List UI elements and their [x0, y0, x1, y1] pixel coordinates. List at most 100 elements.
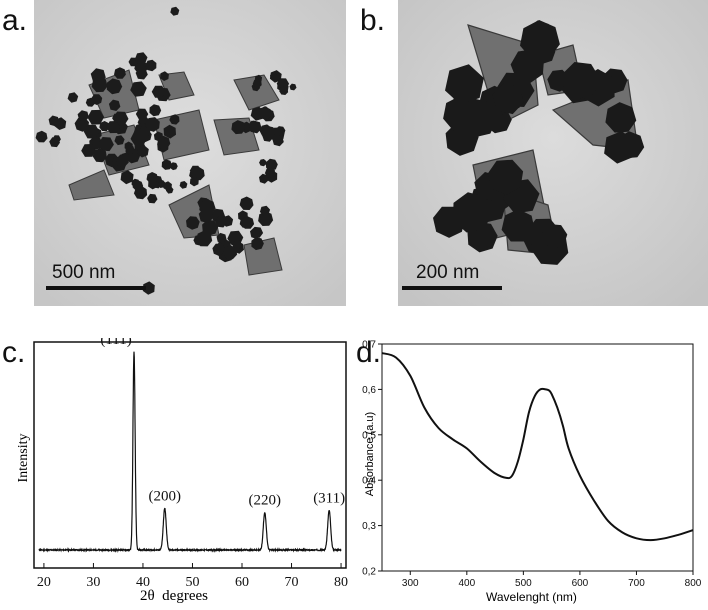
x-tick-label: 60 — [235, 575, 249, 590]
nanoparticle — [520, 20, 560, 60]
nanoparticle — [83, 124, 100, 139]
nanoparticle — [130, 130, 148, 146]
x-tick-label: 300 — [402, 578, 419, 589]
nanoparticle — [261, 125, 276, 139]
nanoparticle — [147, 193, 158, 204]
nanoparticle — [179, 181, 188, 189]
nanoparticle — [258, 211, 274, 226]
peak-label: (111) — [100, 338, 131, 348]
nanoparticle — [251, 237, 264, 251]
nanoparticle — [99, 121, 110, 132]
nanoparticle — [232, 240, 243, 250]
x-tick-label: 70 — [285, 575, 299, 590]
nanoparticle — [137, 145, 149, 158]
nanoparticle — [114, 135, 125, 146]
x-tick-label: 400 — [458, 578, 475, 589]
nanoparticle — [264, 167, 276, 178]
nanoparticle — [241, 216, 255, 229]
x-tick-label: 800 — [685, 578, 702, 589]
tem-image-b — [398, 0, 708, 306]
nanoparticle — [270, 72, 278, 80]
nanoparticle — [169, 114, 180, 125]
nanoparticle — [189, 176, 199, 187]
nanoparticle — [248, 120, 262, 134]
panel-label-d: d. — [356, 336, 382, 369]
nanoparticle — [115, 154, 129, 168]
y-tick-label: 0,4 — [362, 476, 376, 487]
nanoparticle — [542, 224, 568, 250]
x-tick-label: 30 — [86, 575, 100, 590]
uvvis-plot-frame — [381, 343, 694, 572]
nanoparticle — [605, 102, 637, 133]
x-tick-label: 50 — [185, 575, 199, 590]
x-tick-label: 80 — [334, 575, 348, 590]
nanoparticle — [52, 135, 61, 143]
x-tick-label: 500 — [515, 578, 532, 589]
nanoparticle — [132, 180, 144, 191]
nanoparticle — [160, 71, 169, 81]
nanoparticle — [135, 108, 149, 120]
xrd-ylabel: Intensity — [16, 433, 31, 483]
nanoparticle — [91, 94, 103, 105]
nanoparticle — [106, 121, 121, 134]
nanoparticle — [212, 243, 226, 256]
x-tick-label: 600 — [572, 578, 589, 589]
nanoparticle — [35, 130, 48, 143]
nanoparticle — [87, 109, 105, 125]
nanoparticles-a — [34, 0, 346, 306]
uv-vis-chart: 300 400 500 600 700 800 0,2 0,3 0,4 0,5 0,6 0,7 — [362, 340, 702, 590]
nanoparticle — [170, 6, 180, 16]
nanoparticle — [92, 148, 107, 163]
absorbance-line — [381, 352, 694, 542]
scale-label-b: 200 nm — [416, 262, 480, 283]
nanoparticle — [275, 126, 286, 136]
nanoparticle — [289, 83, 297, 91]
nanoparticle — [108, 99, 121, 111]
nanoparticle — [145, 117, 160, 132]
x-tick-label: 20 — [37, 575, 51, 590]
y-tick-label: 0,7 — [362, 340, 376, 351]
nanoparticle — [231, 120, 246, 135]
nanoparticle — [170, 162, 178, 171]
xrd-chart: (111) (200) (220) (311) 20 30 40 50 60 70 80 — [33, 338, 348, 590]
y-tick-label: 0,3 — [362, 521, 376, 532]
nanoparticle — [492, 83, 524, 115]
nanoparticle — [562, 62, 600, 100]
peak-label: (200) — [148, 488, 181, 504]
nanoparticle — [276, 78, 290, 90]
nanoparticle — [157, 135, 171, 149]
nanoparticle — [146, 172, 159, 184]
nanoparticle — [186, 216, 200, 230]
nanoparticle — [67, 92, 79, 103]
x-tick-label: 700 — [628, 578, 645, 589]
uvvis-ylabel: Absorbance (a.u) — [364, 411, 376, 497]
nanoparticle — [459, 98, 498, 138]
nanoparticle — [161, 159, 173, 170]
nanoparticle — [151, 85, 166, 98]
nanoparticle — [157, 180, 166, 188]
y-tick-label: 0,5 — [362, 430, 376, 441]
x-tick-label: 40 — [136, 575, 150, 590]
nanoparticle — [130, 81, 147, 97]
nanoparticle — [487, 159, 524, 195]
nanoparticle — [279, 86, 289, 95]
nanoparticle — [91, 76, 108, 93]
nanoparticle — [81, 144, 96, 157]
nanoparticle — [149, 104, 162, 117]
nanoparticle — [216, 232, 227, 244]
nanoparticle — [214, 216, 227, 228]
uvvis-xlabel: Wavelenght (nm) — [486, 590, 577, 604]
y-tick-label: 0,2 — [362, 567, 376, 578]
nanoparticle — [120, 170, 134, 185]
nanoparticle — [604, 131, 635, 164]
nanoparticle — [445, 64, 484, 105]
nanoparticle — [265, 158, 278, 171]
nanoparticle — [252, 78, 262, 88]
nanoparticle — [135, 68, 148, 80]
nanoparticle — [258, 106, 272, 121]
xrd-pattern-line — [38, 351, 342, 553]
nanoparticle — [125, 145, 135, 155]
nanoparticle — [222, 245, 238, 260]
nanoparticle — [145, 59, 157, 72]
peak-label: (220) — [249, 492, 282, 508]
